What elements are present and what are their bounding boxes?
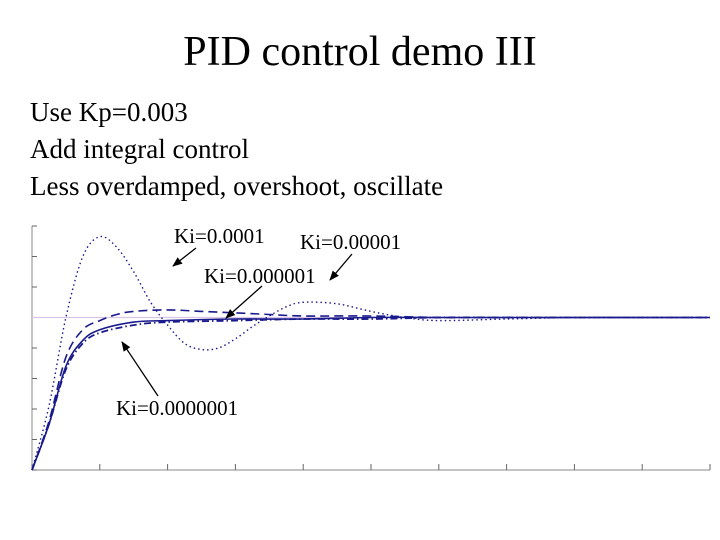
- annotation-arrow-4: [121, 341, 159, 397]
- series-line-2: [31, 309, 710, 471]
- bullet-integral: Add integral control: [30, 134, 249, 164]
- series-line-3: [31, 316, 710, 471]
- annotation-label-ki-0000001: Ki=0.0000001: [116, 396, 238, 420]
- bullet-kp: Use Kp=0.003: [30, 97, 188, 127]
- annotation-arrow-3: [225, 285, 263, 319]
- annotation-arrow-2: [329, 253, 353, 281]
- annotation-label-ki-0001: Ki=0.0001: [174, 224, 265, 248]
- slide-title: PID control demo III: [183, 29, 537, 75]
- annotation-label-ki-000001: Ki=0.000001: [204, 264, 316, 288]
- series-line-1: [31, 235, 710, 471]
- annotations: Ki=0.0001 Ki=0.00001 Ki=0.000001 Ki=0.00…: [116, 224, 401, 420]
- annotation-label-ki-00001: Ki=0.00001: [300, 230, 401, 254]
- step-response-plot: Ki=0.0001 Ki=0.00001 Ki=0.000001 Ki=0.00…: [31, 224, 711, 471]
- bullet-behavior: Less overdamped, overshoot, oscillate: [30, 171, 444, 201]
- response-curves: [31, 235, 710, 471]
- axes: [31, 225, 711, 471]
- annotation-arrow-1: [172, 247, 197, 267]
- series-line-4: [31, 316, 710, 471]
- bullet-list: Use Kp=0.003 Add integral control Less o…: [30, 94, 443, 205]
